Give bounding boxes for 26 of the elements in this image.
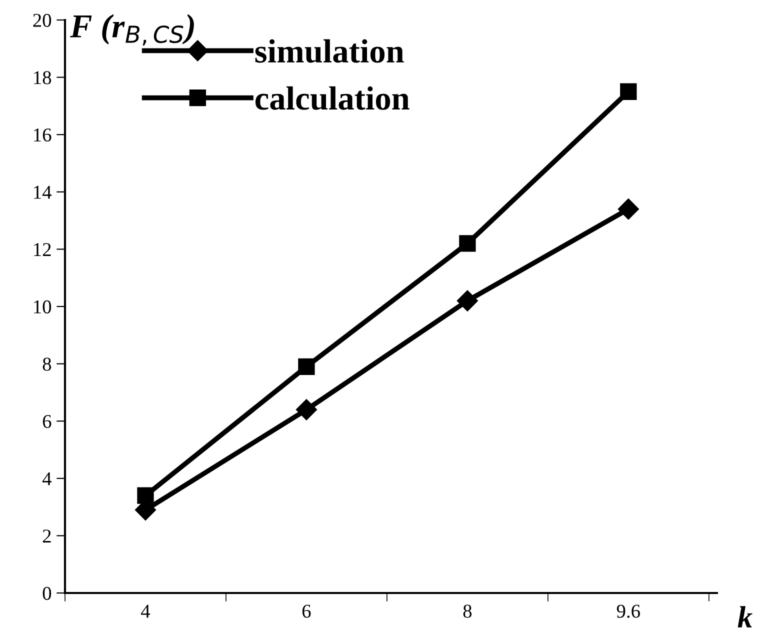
- y-tick-label: 0: [42, 586, 52, 600]
- point: [137, 487, 154, 504]
- y-tick-label: 2: [42, 530, 51, 542]
- point: [618, 198, 639, 220]
- y-tick-label: 20: [33, 14, 52, 27]
- x-tick-label: 8: [463, 604, 472, 618]
- point: [459, 235, 476, 252]
- y-tick-label: 4: [42, 472, 52, 486]
- y-tick-label: 10: [34, 300, 52, 314]
- y-tick-label: 8: [42, 358, 52, 371]
- legend-label: calculation: [255, 86, 410, 110]
- point: [298, 358, 315, 375]
- x-axis-title: k: [738, 606, 752, 628]
- x-tick-label: 6: [302, 604, 311, 618]
- y-axis-title: F (r$_{B,CS}$): [70, 14, 194, 46]
- point: [456, 290, 478, 312]
- legend-label: simulation: [255, 39, 404, 63]
- x-tick-label: 9.6: [616, 604, 640, 618]
- y-tick-label: 6: [42, 414, 52, 428]
- x-tick-label: 4: [141, 604, 150, 618]
- y-tick-label: 14: [34, 186, 52, 199]
- point: [296, 399, 317, 420]
- y-tick-label: 16: [34, 128, 52, 142]
- point: [620, 83, 637, 100]
- y-tick-label: 12: [34, 243, 51, 256]
- y-tick-label: 18: [34, 71, 52, 84]
